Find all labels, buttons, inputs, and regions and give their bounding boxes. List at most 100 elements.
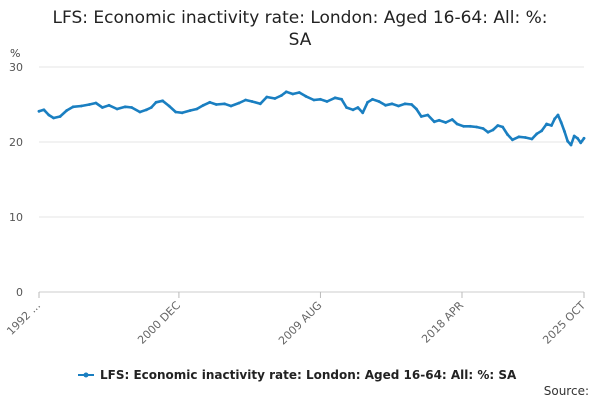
data-point — [79, 104, 83, 108]
data-point — [52, 116, 55, 120]
data-point — [371, 97, 374, 101]
data-point — [415, 107, 418, 111]
data-point — [530, 137, 534, 141]
data-point — [312, 98, 316, 102]
data-point — [511, 138, 514, 142]
source-label: Source: — [544, 384, 589, 398]
data-point — [377, 100, 381, 103]
data-point — [265, 95, 269, 99]
data-point — [180, 111, 184, 115]
x-tick-label: 2018 APR — [419, 299, 466, 346]
data-point — [397, 104, 400, 108]
data-point — [304, 94, 308, 98]
data-point — [475, 125, 478, 129]
data-point — [258, 102, 262, 106]
data-point — [65, 109, 69, 112]
data-point — [345, 106, 348, 109]
data-point — [42, 108, 46, 112]
data-point — [496, 124, 500, 127]
data-point — [455, 122, 459, 126]
data-point — [356, 106, 360, 109]
data-point — [145, 108, 148, 112]
data-point — [545, 122, 548, 126]
data-point — [563, 130, 566, 133]
data-point — [384, 103, 387, 107]
data-point — [351, 108, 355, 112]
data-point — [582, 136, 586, 140]
data-point — [403, 102, 407, 106]
data-point — [572, 134, 576, 138]
data-point — [569, 143, 573, 147]
data-point — [94, 101, 98, 105]
data-point — [486, 130, 490, 134]
y-unit-label: % — [10, 47, 20, 60]
data-point — [540, 129, 544, 133]
data-point — [201, 103, 205, 107]
data-point — [462, 124, 465, 128]
y-tick-label: 10 — [9, 211, 23, 224]
y-tick-label: 20 — [9, 136, 23, 149]
data-point — [149, 106, 153, 109]
data-point — [161, 99, 165, 103]
data-point — [71, 105, 75, 109]
y-tick-label: 30 — [9, 61, 23, 74]
data-point — [579, 141, 583, 145]
data-point — [535, 132, 539, 136]
data-point — [553, 117, 557, 121]
data-point — [426, 113, 430, 117]
data-point — [556, 113, 560, 117]
x-tick-label: 1992 ... — [4, 299, 43, 338]
data-point — [291, 92, 295, 96]
x-axis-ticks: 1992 ... 2000 DEC 2009 AUG 2018 APR 2025 OCT — [4, 292, 588, 347]
data-point — [297, 91, 301, 94]
data-point — [284, 90, 288, 94]
data-point — [576, 136, 579, 140]
data-point — [88, 103, 91, 106]
data-point — [410, 103, 413, 106]
data-point — [237, 101, 241, 105]
data-point — [319, 97, 322, 101]
data-point — [58, 115, 62, 118]
data-point — [107, 103, 111, 107]
data-point — [437, 118, 441, 122]
legend-label: LFS: Economic inactivity rate: London: A… — [100, 368, 517, 382]
data-point — [366, 100, 369, 104]
data-point — [115, 107, 119, 111]
data-point — [244, 98, 248, 102]
data-point — [450, 118, 454, 121]
data-point — [566, 139, 570, 143]
data-point — [214, 103, 218, 106]
x-tick-label: 2009 AUG — [276, 299, 325, 348]
data-point — [273, 97, 277, 100]
data-point — [280, 94, 283, 97]
data-point — [250, 100, 254, 103]
data-point — [491, 128, 495, 132]
data-point — [361, 111, 365, 115]
data-point — [101, 106, 104, 109]
data-point — [138, 110, 142, 114]
legend[interactable]: LFS: Economic inactivity rate: London: A… — [78, 368, 517, 382]
data-point — [325, 100, 329, 103]
data-point — [506, 133, 509, 136]
chart-title-line1: LFS: Economic inactivity rate: London: A… — [53, 8, 548, 28]
x-tick-label: 2025 OCT — [540, 299, 588, 347]
y-tick-label: 0 — [16, 286, 23, 299]
data-point — [501, 125, 505, 129]
data-point — [188, 109, 192, 112]
data-point — [517, 135, 521, 139]
legend-marker-icon — [83, 372, 89, 378]
series-group — [37, 90, 586, 147]
data-point — [390, 102, 394, 106]
data-point — [208, 100, 212, 104]
data-point — [524, 136, 527, 139]
data-point — [432, 120, 436, 124]
data-point — [130, 106, 134, 109]
data-point — [223, 102, 226, 106]
data-point — [174, 110, 178, 114]
data-point — [419, 115, 423, 118]
series-line-0 — [37, 90, 586, 147]
x-tick-label: 2000 DEC — [135, 299, 183, 347]
data-point — [481, 127, 485, 130]
data-point — [468, 124, 472, 128]
